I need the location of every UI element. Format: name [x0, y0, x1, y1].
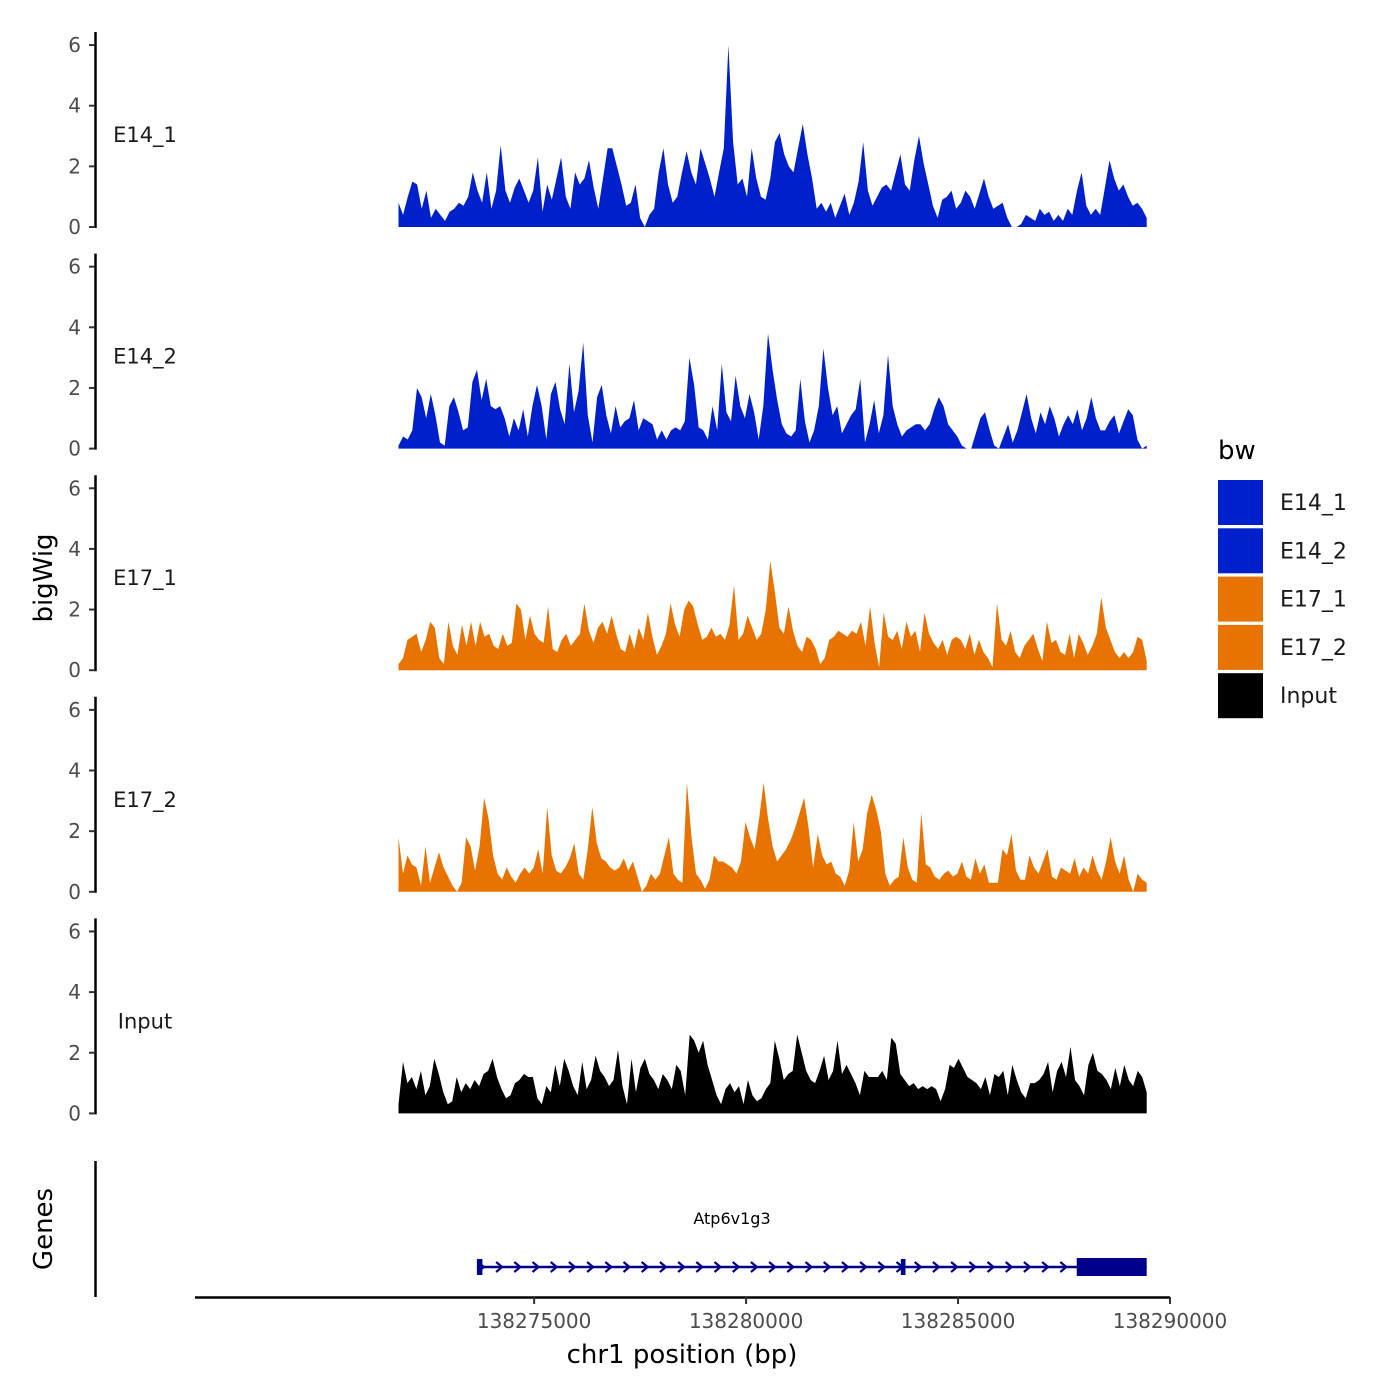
- y-tick-label: 2: [68, 376, 81, 400]
- strand-arrow: [531, 1261, 541, 1273]
- track-E17_2: 0 2 4 6 E17_2: [68, 696, 1147, 904]
- strand-arrow: [859, 1261, 868, 1273]
- strand-arrow: [713, 1261, 723, 1273]
- y-tick-label: 6: [68, 33, 81, 57]
- signal-area-Input: [398, 1034, 1147, 1114]
- y-tick-label: 4: [68, 94, 81, 118]
- legend-label-E14_2: E14_2: [1280, 539, 1347, 564]
- x-axis-title: chr1 position (bp): [567, 1340, 798, 1370]
- gene-model: [476, 1258, 1147, 1276]
- strand-arrow: [804, 1261, 814, 1273]
- legend-swatch-Input: [1218, 673, 1263, 719]
- y-tick-label: 0: [68, 1101, 81, 1125]
- track-Input: 0 2 4 6 Input: [68, 918, 1147, 1125]
- strand-arrow: [1041, 1261, 1050, 1273]
- track-E14_2: 0 2 4 6 E14_2: [68, 253, 1147, 461]
- legend-swatch-E17_2: [1218, 624, 1263, 670]
- y-tick-label: 6: [68, 255, 81, 279]
- legend-swatch-E14_1: [1218, 480, 1263, 525]
- strand-arrow: [841, 1261, 850, 1273]
- legend-label-E17_2: E17_2: [1280, 636, 1347, 661]
- strand-arrow: [950, 1261, 959, 1273]
- y-tick-label: 4: [68, 537, 81, 561]
- gene-exon-2: [900, 1259, 906, 1275]
- strand-arrow: [731, 1261, 741, 1273]
- gene-name-label: Atp6v1g3: [693, 1209, 770, 1228]
- strand-arrow: [495, 1261, 504, 1273]
- legend-swatch-E14_2: [1218, 528, 1263, 574]
- y-tick-label: 4: [68, 315, 81, 339]
- x-tick-label: 138290000: [1113, 1309, 1228, 1333]
- y-axis-title-text: bigWig: [29, 533, 59, 622]
- strand-arrow: [768, 1261, 777, 1273]
- y-tick-label: 0: [68, 658, 81, 682]
- y-tick-label: 0: [68, 215, 81, 239]
- strand-arrow: [568, 1261, 577, 1273]
- strand-arrow: [913, 1261, 923, 1273]
- track-label-E17_1: E17_1: [113, 566, 177, 591]
- strand-arrow: [695, 1261, 705, 1273]
- strand-arrow: [968, 1261, 978, 1273]
- strand-arrow: [822, 1261, 832, 1273]
- strand-arrow: [986, 1261, 996, 1273]
- strand-arrow: [549, 1261, 559, 1273]
- legend-label-Input: Input: [1280, 684, 1337, 709]
- gene-exon-3: [1076, 1258, 1147, 1276]
- y-tick-label: 4: [68, 980, 81, 1004]
- track-label-Input: Input: [118, 1009, 172, 1033]
- signal-area-E14_1: [398, 45, 1147, 227]
- gene-panel-title: Genes: [29, 1188, 59, 1270]
- x-tick-label: 138280000: [689, 1309, 804, 1333]
- legend-label-E17_1: E17_1: [1280, 588, 1347, 613]
- x-tick-label: 138275000: [477, 1309, 592, 1333]
- y-tick-label: 6: [68, 476, 81, 500]
- legend-title: bw: [1218, 436, 1256, 466]
- strand-arrow: [586, 1261, 595, 1273]
- y-axis-title: bigWig: [29, 533, 59, 622]
- tracks-area: 0 2 4 6 E14_1 0 2 4 6 E14_2 0 2 4 6 E17_1 0 2 4 6 E17_2 0 2 4 6…: [68, 32, 1147, 1125]
- y-tick-label: 4: [68, 759, 81, 783]
- strand-arrow: [1004, 1261, 1014, 1273]
- strand-arrow: [659, 1261, 668, 1273]
- signal-area-E17_1: [398, 561, 1147, 671]
- legend-swatch-E17_1: [1218, 576, 1263, 622]
- legend: bw E14_1 E14_2 E17_1 E17_2 Input: [1218, 436, 1347, 719]
- strand-arrow: [1023, 1261, 1032, 1273]
- signal-area-E17_2: [398, 782, 1147, 892]
- gene-exon-1: [476, 1259, 483, 1275]
- x-axis: chr1 position (bp) 138275000 138280000 138…: [195, 1296, 1228, 1370]
- y-tick-label: 2: [68, 1041, 81, 1065]
- track-label-E17_2: E17_2: [113, 788, 177, 813]
- strand-arrow: [786, 1261, 796, 1273]
- gene-panel: Genes Atp6v1g3: [29, 1161, 1147, 1297]
- y-tick-label: 2: [68, 154, 81, 178]
- strand-arrow: [604, 1261, 614, 1273]
- strand-arrow: [622, 1261, 632, 1273]
- x-tick-label: 138285000: [901, 1309, 1016, 1333]
- y-tick-label: 2: [68, 598, 81, 622]
- signal-area-E14_2: [398, 333, 1147, 449]
- legend-label-E14_1: E14_1: [1280, 491, 1347, 516]
- track-label-E14_2: E14_2: [113, 345, 177, 370]
- strand-arrow: [1059, 1261, 1069, 1273]
- track-E17_1: 0 2 4 6 E17_1: [68, 475, 1147, 682]
- y-tick-label: 2: [68, 819, 81, 843]
- y-tick-label: 6: [68, 919, 81, 943]
- strand-arrow: [640, 1261, 650, 1273]
- strand-arrow: [750, 1261, 759, 1273]
- y-tick-label: 6: [68, 698, 81, 722]
- strand-arrow: [877, 1261, 887, 1273]
- track-label-E14_1: E14_1: [113, 123, 177, 148]
- y-tick-label: 0: [68, 880, 81, 904]
- track-E14_1: 0 2 4 6 E14_1: [68, 32, 1147, 239]
- strand-arrow: [513, 1261, 523, 1273]
- strand-arrow: [932, 1261, 941, 1273]
- y-tick-label: 0: [68, 437, 81, 461]
- strand-arrow: [677, 1261, 686, 1273]
